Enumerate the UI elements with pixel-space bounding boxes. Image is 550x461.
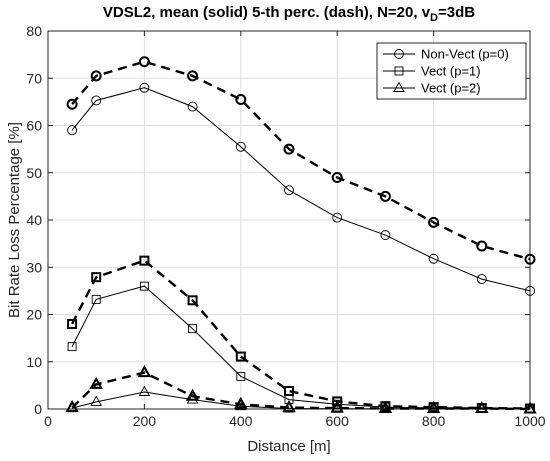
data-point-square	[91, 294, 101, 304]
data-point-triangle	[523, 401, 537, 414]
y-tick-label: 70	[26, 70, 42, 86]
data-point-triangle	[89, 376, 103, 389]
data-point-square	[236, 371, 246, 381]
data-point-circle	[428, 216, 440, 228]
data-point-square	[235, 351, 246, 362]
legend-label: Vect (p=2)	[421, 81, 481, 96]
data-point-square	[91, 272, 102, 283]
series-line	[71, 371, 531, 411]
data-point-circle	[284, 185, 294, 196]
data-point-triangle	[426, 400, 441, 414]
data-point-circle	[524, 253, 536, 265]
x-tick-label: 600	[326, 413, 350, 429]
data-point-circle	[187, 101, 198, 112]
legend-marker-triangle	[393, 81, 405, 92]
data-point-triangle	[234, 396, 248, 409]
data-point-circle	[476, 274, 487, 285]
series-line	[71, 87, 531, 292]
y-tick-label: 30	[26, 259, 42, 275]
data-point-circle	[235, 141, 246, 152]
data-point-circle	[91, 95, 102, 106]
legend-label: Non-Vect (p=0)	[421, 47, 509, 62]
title-subscript: D	[430, 12, 438, 24]
y-tick-label: 20	[26, 307, 42, 323]
data-point-square	[139, 281, 149, 291]
chart-title: VDSL2, mean (solid) 5-th perc. (dash), N…	[103, 4, 475, 24]
data-point-triangle	[137, 365, 152, 378]
y-tick-label: 50	[26, 165, 42, 181]
axes: 0 200 400 600 800 1000 0 10 20 30 40 50 60 70 80	[26, 23, 545, 429]
legend-label: Vect (p=1)	[421, 64, 481, 79]
data-point-square	[188, 324, 198, 334]
legend: Non-Vect (p=0) Vect (p=1) Vect (p=2)	[376, 42, 527, 100]
data-point-triangle	[65, 400, 79, 413]
data-point-circle	[476, 240, 488, 252]
data-point-triangle	[378, 400, 393, 414]
y-tick-label: 60	[26, 118, 42, 134]
data-point-circle	[139, 82, 150, 93]
title-tail: =3dB	[438, 4, 475, 21]
data-point-triangle	[138, 385, 151, 396]
data-point-circle	[332, 212, 343, 223]
data-point-circle	[187, 70, 199, 82]
data-point-square	[67, 318, 78, 329]
data-point-circle	[380, 230, 391, 241]
x-tick-label: 200	[133, 413, 157, 429]
data-point-square	[284, 386, 294, 397]
data-point-triangle	[90, 395, 102, 406]
data-point-triangle	[475, 400, 489, 414]
x-tick-label: 800	[422, 413, 446, 429]
x-tick-label: 400	[229, 413, 253, 429]
data-point-circle	[331, 171, 343, 183]
x-axis-label: Distance [m]	[247, 438, 330, 455]
data-point-square	[139, 255, 150, 266]
data-point-triangle	[185, 388, 200, 401]
data-point-circle	[283, 143, 295, 155]
y-tick-label: 0	[34, 401, 42, 417]
data-point-triangle	[186, 393, 199, 404]
data-point-circle	[235, 94, 247, 106]
legend-marker-square	[394, 66, 404, 76]
data-point-circle	[66, 98, 78, 110]
data-point-circle	[525, 285, 535, 296]
legend-marker-circle	[394, 49, 404, 59]
y-tick-label: 10	[26, 354, 42, 370]
y-tick-label: 40	[26, 212, 42, 228]
data-point-triangle	[330, 400, 344, 413]
title-main: VDSL2, mean (solid) 5-th perc. (dash), N…	[103, 4, 431, 21]
series-triangle-dash	[65, 365, 537, 414]
data-point-circle	[379, 190, 391, 202]
data-point-triangle	[282, 400, 296, 413]
data-point-circle	[138, 56, 150, 68]
y-tick-label: 80	[26, 23, 42, 39]
data-point-circle	[90, 70, 102, 82]
data-point-circle	[428, 253, 439, 264]
x-tick-label: 1000	[514, 413, 545, 429]
series-circle-dash	[66, 56, 536, 265]
x-tick-label: 0	[44, 413, 52, 429]
series-circle-solid	[67, 82, 535, 296]
data-point-square	[187, 295, 198, 306]
series-group	[65, 56, 537, 414]
y-axis-label: Bit Rate Loss Percentage [%]	[6, 122, 23, 318]
data-point-square	[332, 396, 343, 407]
data-point-square	[67, 342, 77, 352]
series-line	[71, 60, 531, 261]
data-point-circle	[67, 125, 78, 136]
